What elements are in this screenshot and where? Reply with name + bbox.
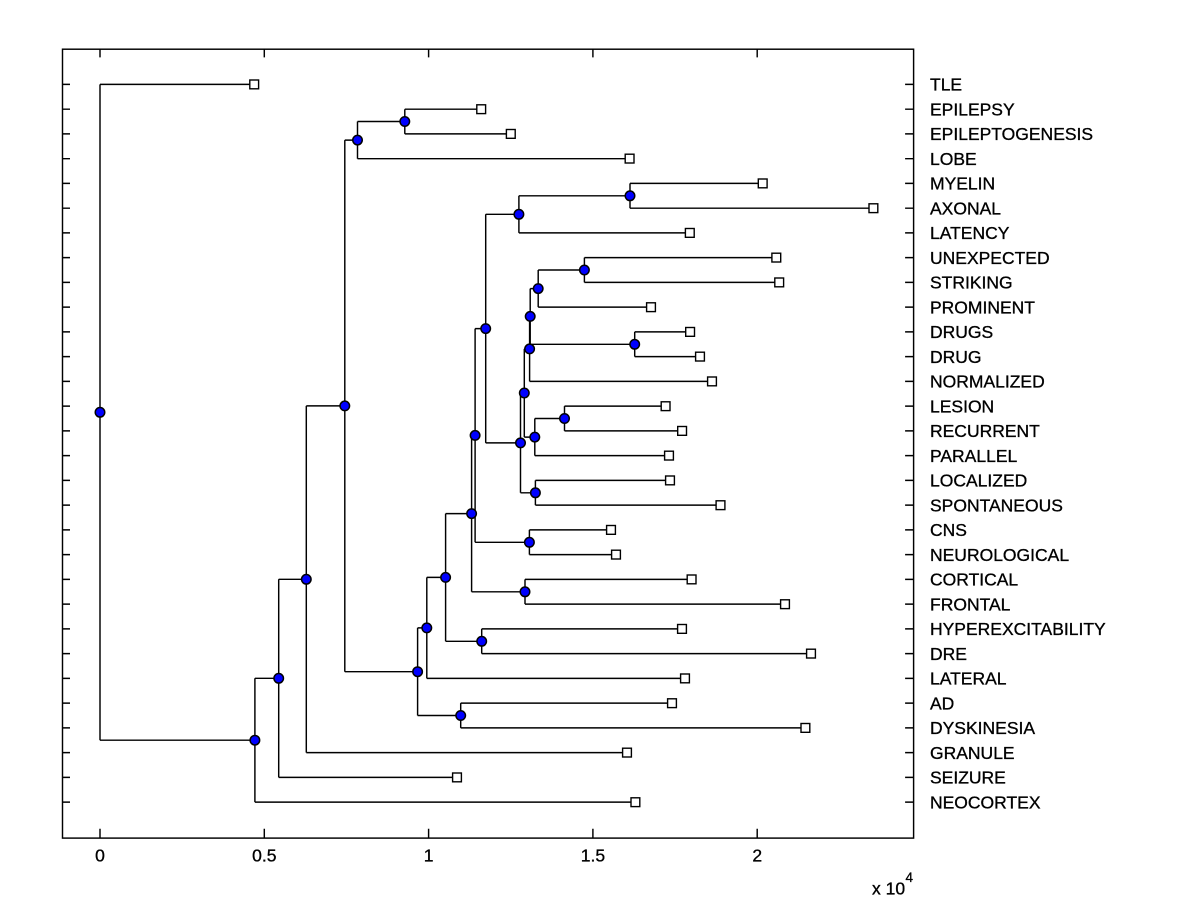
svg-text:0: 0 <box>95 846 105 866</box>
svg-text:LATENCY: LATENCY <box>930 223 1010 243</box>
svg-text:PARALLEL: PARALLEL <box>930 446 1017 466</box>
svg-text:1: 1 <box>424 846 434 866</box>
svg-text:LOCALIZED: LOCALIZED <box>930 471 1027 491</box>
svg-text:1.5: 1.5 <box>581 846 605 866</box>
svg-text:LOBE: LOBE <box>930 149 977 169</box>
svg-text:0.5: 0.5 <box>252 846 276 866</box>
svg-text:RECURRENT: RECURRENT <box>930 421 1040 441</box>
svg-text:CNS: CNS <box>930 520 967 540</box>
svg-text:GRANULE: GRANULE <box>930 743 1015 763</box>
svg-text:SPONTANEOUS: SPONTANEOUS <box>930 495 1063 515</box>
svg-text:AXONAL: AXONAL <box>930 198 1001 218</box>
svg-text:DYSKINESIA: DYSKINESIA <box>930 718 1035 738</box>
svg-text:EPILEPTOGENESIS: EPILEPTOGENESIS <box>930 124 1093 144</box>
svg-text:EPILEPSY: EPILEPSY <box>930 99 1015 119</box>
svg-text:NORMALIZED: NORMALIZED <box>930 372 1045 392</box>
svg-text:DRUG: DRUG <box>930 347 982 367</box>
svg-text:HYPEREXCITABILITY: HYPEREXCITABILITY <box>930 619 1106 639</box>
svg-text:STRIKING: STRIKING <box>930 273 1013 293</box>
svg-text:FRONTAL: FRONTAL <box>930 594 1011 614</box>
svg-text:4: 4 <box>906 870 914 885</box>
svg-text:LATERAL: LATERAL <box>930 669 1007 689</box>
svg-text:NEUROLOGICAL: NEUROLOGICAL <box>930 545 1069 565</box>
svg-text:x 10: x 10 <box>872 879 905 899</box>
svg-text:UNEXPECTED: UNEXPECTED <box>930 248 1050 268</box>
svg-text:2: 2 <box>752 846 762 866</box>
svg-text:MYELIN: MYELIN <box>930 174 995 194</box>
svg-text:DRE: DRE <box>930 644 967 664</box>
svg-text:NEOCORTEX: NEOCORTEX <box>930 792 1041 812</box>
svg-text:PROMINENT: PROMINENT <box>930 297 1035 317</box>
svg-text:CORTICAL: CORTICAL <box>930 570 1018 590</box>
svg-text:TLE: TLE <box>930 75 962 95</box>
svg-text:LESION: LESION <box>930 396 994 416</box>
svg-text:SEIZURE: SEIZURE <box>930 768 1006 788</box>
svg-text:DRUGS: DRUGS <box>930 322 993 342</box>
svg-text:AD: AD <box>930 693 954 713</box>
